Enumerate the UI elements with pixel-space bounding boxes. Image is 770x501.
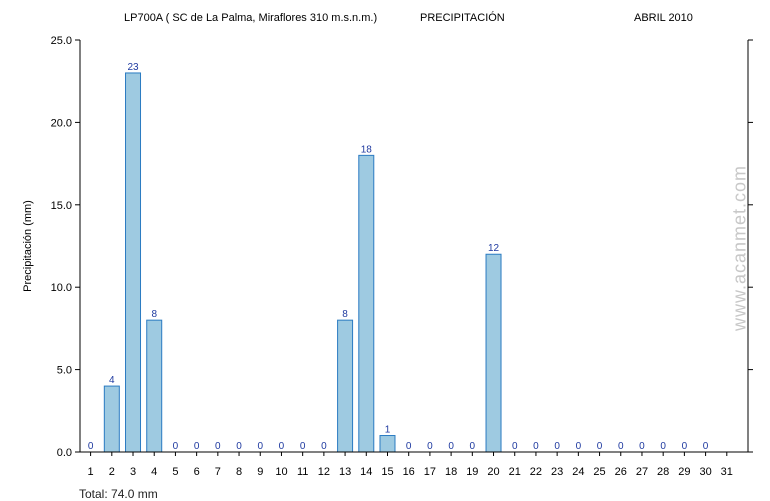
- x-tick-label: 24: [572, 466, 584, 478]
- bar-value-label: 0: [533, 441, 539, 452]
- y-tick-label: 10.0: [51, 282, 72, 294]
- x-tick-label: 26: [615, 466, 627, 478]
- bar: [485, 253, 502, 453]
- x-tick-label: 28: [657, 466, 669, 478]
- station-title: LP700A ( SC de La Palma, Miraflores 310 …: [124, 12, 378, 24]
- x-tick-label: 19: [466, 466, 478, 478]
- bar-value-label: 0: [512, 441, 518, 452]
- x-tick-label: 3: [130, 466, 136, 478]
- bar: [103, 385, 120, 453]
- x-tick-label: 15: [381, 466, 393, 478]
- y-tick-label: 20.0: [51, 117, 72, 129]
- bar-value-label: 0: [554, 441, 560, 452]
- watermark: www.acanmet.com: [729, 164, 750, 332]
- bar-value-label: 0: [470, 441, 476, 452]
- x-tick-label: 10: [275, 466, 287, 478]
- bar-value-label: 0: [300, 441, 306, 452]
- bar-value-label: 0: [215, 441, 221, 452]
- bar-value-label: 0: [618, 441, 624, 452]
- bar-value-label: 0: [448, 441, 454, 452]
- bar-value-label: 0: [321, 441, 327, 452]
- x-tick-label: 14: [360, 466, 372, 478]
- bar-value-label: 0: [257, 441, 263, 452]
- bar-value-label: 18: [361, 144, 373, 155]
- bar-value-label: 0: [279, 441, 285, 452]
- y-tick-label: 0.0: [57, 447, 72, 459]
- x-tick-label: 1: [88, 466, 94, 478]
- period-title: ABRIL 2010: [634, 12, 693, 24]
- x-tick-label: 12: [318, 466, 330, 478]
- bar: [125, 72, 142, 453]
- bar-value-label: 0: [173, 441, 179, 452]
- x-tick-label: 29: [678, 466, 690, 478]
- x-tick-label: 11: [297, 466, 308, 478]
- bar-value-label: 0: [703, 441, 709, 452]
- x-tick-label: 23: [551, 466, 563, 478]
- x-tick-label: 2: [109, 466, 115, 478]
- y-tick-label: 25.0: [51, 35, 72, 47]
- bar-value-label: 8: [151, 309, 157, 320]
- x-tick-label: 18: [445, 466, 457, 478]
- bar-value-label: 0: [406, 441, 412, 452]
- bar-value-label: 4: [109, 375, 115, 386]
- y-tick-label: 5.0: [57, 365, 72, 377]
- x-tick-label: 4: [151, 466, 157, 478]
- bar-value-label: 0: [639, 441, 645, 452]
- variable-title: PRECIPITACIÓN: [420, 12, 505, 24]
- bar: [379, 435, 396, 453]
- bar: [146, 319, 163, 453]
- x-tick-label: 31: [721, 466, 733, 478]
- x-tick-label: 25: [593, 466, 605, 478]
- x-tick-label: 16: [403, 466, 415, 478]
- bar-value-label: 8: [342, 309, 348, 320]
- x-tick-label: 7: [215, 466, 221, 478]
- x-tick-label: 27: [636, 466, 648, 478]
- x-tick-label: 8: [236, 466, 242, 478]
- bar-value-label: 0: [682, 441, 688, 452]
- bar-value-label: 12: [488, 243, 500, 254]
- bar-value-label: 0: [88, 441, 94, 452]
- x-tick-label: 9: [257, 466, 263, 478]
- x-tick-label: 30: [699, 466, 711, 478]
- x-tick-label: 6: [194, 466, 200, 478]
- x-tick-label: 13: [339, 466, 351, 478]
- y-axis-label: Precipitación (mm): [22, 200, 34, 292]
- bar-value-label: 0: [597, 441, 603, 452]
- bar-value-label: 0: [660, 441, 666, 452]
- bar-value-label: 1: [385, 425, 391, 436]
- bar-value-label: 0: [236, 441, 242, 452]
- x-tick-label: 21: [509, 466, 521, 478]
- total-precipitation: Total: 74.0 mm: [79, 487, 158, 501]
- x-tick-label: 20: [487, 466, 499, 478]
- bar-value-label: 23: [127, 62, 139, 73]
- x-tick-label: 17: [424, 466, 436, 478]
- bar-value-label: 0: [427, 441, 433, 452]
- bar-value-label: 0: [194, 441, 200, 452]
- bar: [337, 319, 354, 453]
- x-tick-label: 22: [530, 466, 542, 478]
- y-tick-label: 15.0: [51, 200, 72, 212]
- bar-value-label: 0: [576, 441, 582, 452]
- x-tick-label: 5: [172, 466, 178, 478]
- bar: [358, 154, 375, 453]
